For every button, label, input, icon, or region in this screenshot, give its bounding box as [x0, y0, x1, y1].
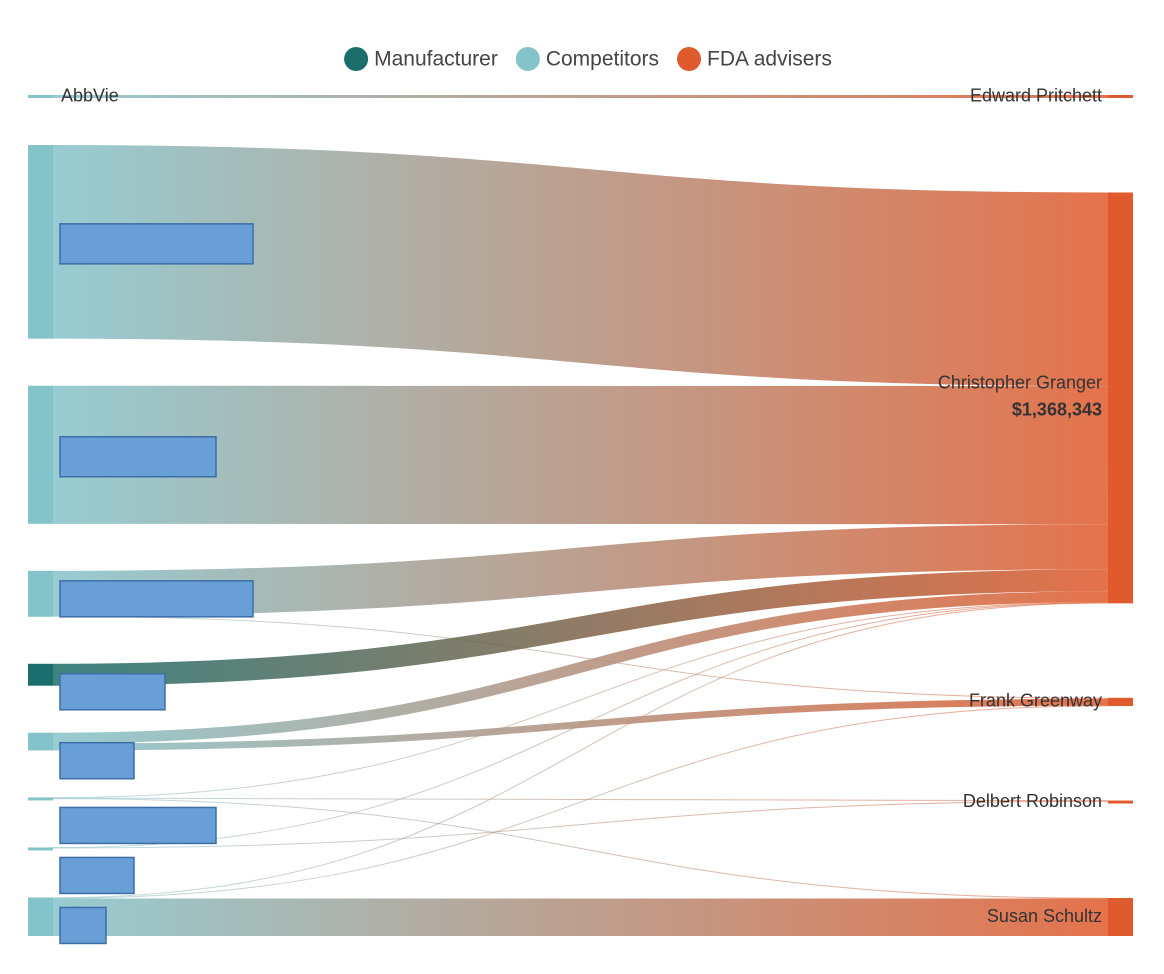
- node: [28, 663, 53, 686]
- node: [1108, 800, 1133, 804]
- redaction-box: [59, 223, 254, 265]
- node: [28, 732, 53, 751]
- redaction-box: [59, 436, 217, 478]
- node-label: Delbert Robinson: [963, 791, 1102, 811]
- node-label: AbbVie: [61, 85, 119, 105]
- node: [28, 847, 53, 851]
- legend-marker: [515, 47, 540, 71]
- legend-label: FDA advisers: [707, 48, 832, 71]
- node-label: Susan Schultz: [987, 906, 1102, 926]
- link: [52, 145, 1109, 387]
- redaction-box: [59, 741, 135, 780]
- nodes: [28, 95, 1133, 936]
- redaction-box: [59, 673, 166, 711]
- node: [28, 95, 53, 99]
- link: [52, 569, 1109, 686]
- link: [52, 524, 1109, 616]
- node-label: Edward Pritchett: [970, 85, 1102, 105]
- node-label: Frank Greenway: [969, 691, 1102, 711]
- node: [28, 797, 53, 801]
- node: [1108, 697, 1133, 707]
- redaction-box: [59, 906, 107, 945]
- redaction-box: [59, 580, 254, 618]
- links: [52, 95, 1109, 937]
- link: [52, 602, 1109, 899]
- link: [52, 797, 1109, 802]
- node: [1108, 95, 1133, 99]
- node: [28, 385, 53, 524]
- labels: AbbVie Edward Pritchett Christopher Grange…: [59, 85, 1102, 945]
- link: [52, 615, 1109, 699]
- link: [52, 591, 1109, 744]
- node: [1108, 898, 1133, 936]
- legend-label: Manufacturer: [374, 48, 498, 71]
- node: [28, 145, 53, 339]
- legend-marker: [344, 47, 369, 71]
- node: [28, 570, 53, 617]
- redaction-box: [59, 856, 135, 895]
- node-value-label: $1,368,343: [1012, 400, 1102, 420]
- link: [52, 602, 1109, 849]
- node-label: Christopher Granger: [938, 373, 1102, 393]
- link: [52, 798, 1109, 899]
- legend-label: Competitors: [546, 48, 659, 71]
- link: [52, 800, 1109, 849]
- node: [1108, 192, 1133, 604]
- link: [52, 705, 1109, 899]
- link: [52, 601, 1109, 799]
- legend: Manufacturer Competitors FDA advisers: [344, 47, 832, 71]
- node: [28, 897, 53, 936]
- legend-marker: [677, 47, 702, 71]
- redaction-box: [59, 806, 217, 845]
